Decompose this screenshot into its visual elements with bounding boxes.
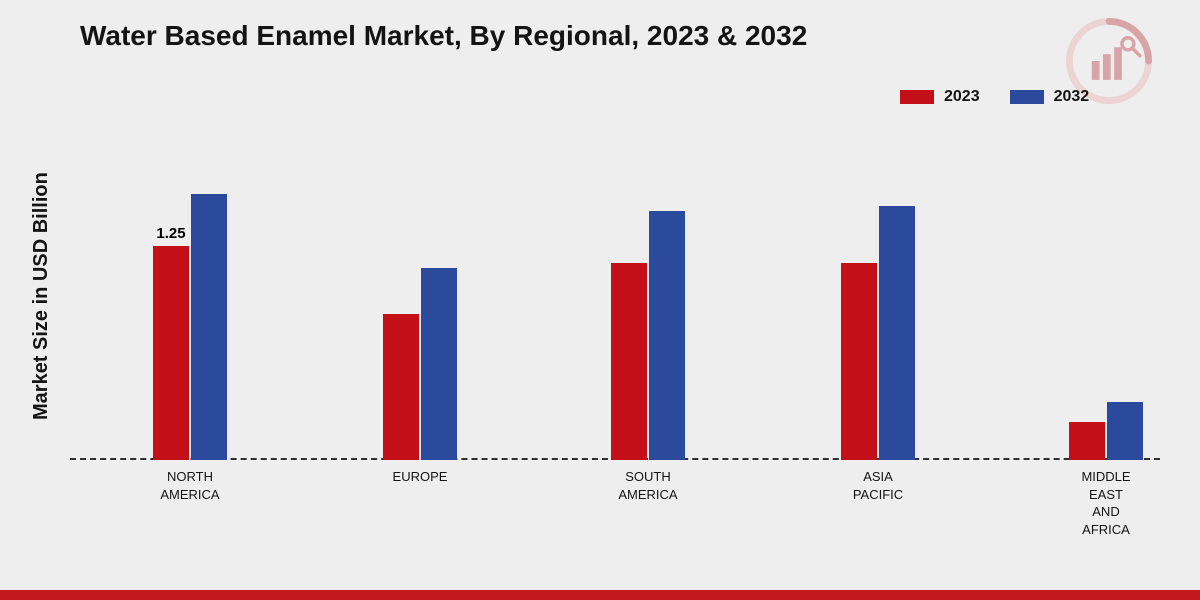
bar-eu-y2032 [421,268,457,460]
bar-mea-y2023 [1069,422,1105,460]
legend-item-2023: 2023 [900,88,980,106]
category-label-ap: ASIA PACIFIC [808,468,948,503]
category-label-eu: EUROPE [350,468,490,486]
footer-accent-band [0,590,1200,600]
legend-label-2032: 2032 [1054,88,1090,106]
bar-mea-y2032 [1107,402,1143,460]
bar-group-eu [383,268,457,460]
plot-area: 1.25 [70,160,1160,460]
legend-label-2023: 2023 [944,88,980,106]
bar-na-y2023 [153,246,189,460]
bar-group-sa [611,211,685,460]
category-label-na: NORTH AMERICA [120,468,260,503]
chart-title: Water Based Enamel Market, By Regional, … [80,20,807,52]
category-label-mea: MIDDLE EAST AND AFRICA [1036,468,1176,538]
bar-sa-y2023 [611,263,647,460]
legend-swatch-2032 [1010,90,1044,104]
y-axis-label: Market Size in USD Billion [30,172,53,420]
bar-group-ap [841,206,915,460]
legend-item-2032: 2032 [1010,88,1090,106]
bar-group-mea [1069,402,1143,460]
bar-eu-y2023 [383,314,419,460]
value-label-na-y2023: 1.25 [141,225,201,242]
legend: 2023 2032 [900,88,1089,106]
chart-canvas: Water Based Enamel Market, By Regional, … [0,0,1200,600]
category-label-sa: SOUTH AMERICA [578,468,718,503]
legend-swatch-2023 [900,90,934,104]
bar-ap-y2032 [879,206,915,460]
bar-sa-y2032 [649,211,685,460]
bar-ap-y2023 [841,263,877,460]
